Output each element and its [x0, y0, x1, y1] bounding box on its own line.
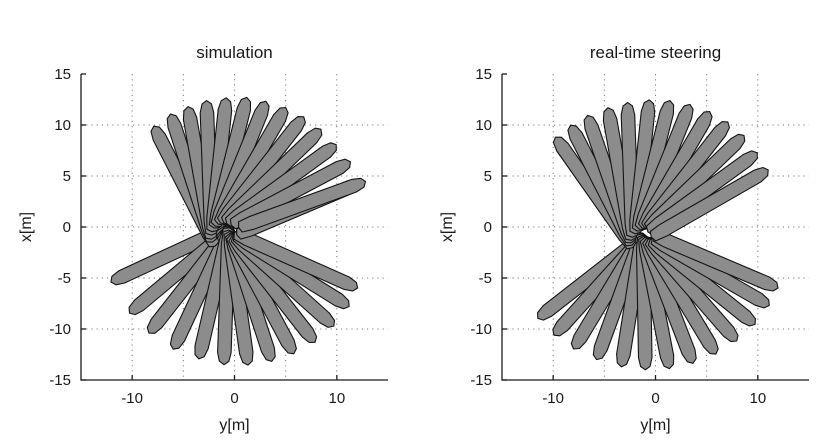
y-tick-label: 5	[484, 168, 492, 185]
y-tick-label: -5	[58, 270, 71, 287]
y-tick-label: -15	[49, 372, 71, 389]
chart-1: -10 0 10 15 10 5 0 -5 -10 -15 simulation y[m] x[m]	[18, 43, 388, 434]
ship-outline-8	[639, 236, 697, 364]
chart-title: real-time steering	[590, 43, 721, 62]
y-tick-label: 5	[63, 168, 71, 185]
y-axis-label: x[m]	[18, 212, 35, 242]
x-tick-label: 0	[230, 390, 238, 407]
x-axis-label: y[m]	[640, 417, 670, 434]
y-tick-label: 10	[54, 117, 71, 134]
y-tick-label: -10	[470, 321, 492, 338]
chart-2: -10 0 10 15 10 5 0 -5 -10 -15 real-time steering y[…	[439, 43, 809, 434]
ship-outline-8	[224, 232, 276, 362]
x-tick-label: -10	[121, 390, 143, 407]
y-tick-label: 10	[475, 117, 492, 134]
ship-outline-7	[223, 231, 254, 366]
x-tick-label: 10	[749, 390, 766, 407]
ship-outline-20	[210, 100, 270, 227]
ship-outline-27	[238, 177, 367, 233]
ship-outline-25	[229, 158, 351, 230]
y-tick-label: 15	[475, 66, 492, 83]
ship-outline-20	[631, 99, 675, 232]
ship-outline-19	[629, 99, 656, 235]
ship-outline-10	[228, 233, 318, 344]
x-tick-label: 10	[328, 390, 345, 407]
ship-outline-21	[634, 103, 694, 230]
ship-outline-9	[226, 233, 297, 355]
ship-outline-7	[638, 235, 675, 370]
ship-outline-26	[649, 166, 769, 242]
ship-outline-18	[206, 97, 233, 233]
x-tick-label: -10	[542, 390, 564, 407]
y-tick-label: 0	[484, 219, 492, 236]
ship-outline-9	[642, 237, 719, 355]
ship-outline-13	[233, 228, 359, 292]
x-axis-label: y[m]	[219, 417, 249, 434]
ship-outline-19	[208, 96, 252, 229]
chart-title: simulation	[196, 43, 273, 62]
y-tick-label: 15	[54, 66, 71, 83]
y-tick-label: 0	[63, 219, 71, 236]
y-tick-label: -10	[49, 321, 71, 338]
x-tick-label: 0	[651, 390, 659, 407]
y-tick-label: -5	[479, 270, 492, 287]
y-tick-label: -15	[470, 372, 492, 389]
y-axis-label: x[m]	[439, 212, 456, 242]
ship-outline-25	[645, 150, 758, 236]
ship-outline-22	[637, 111, 713, 230]
